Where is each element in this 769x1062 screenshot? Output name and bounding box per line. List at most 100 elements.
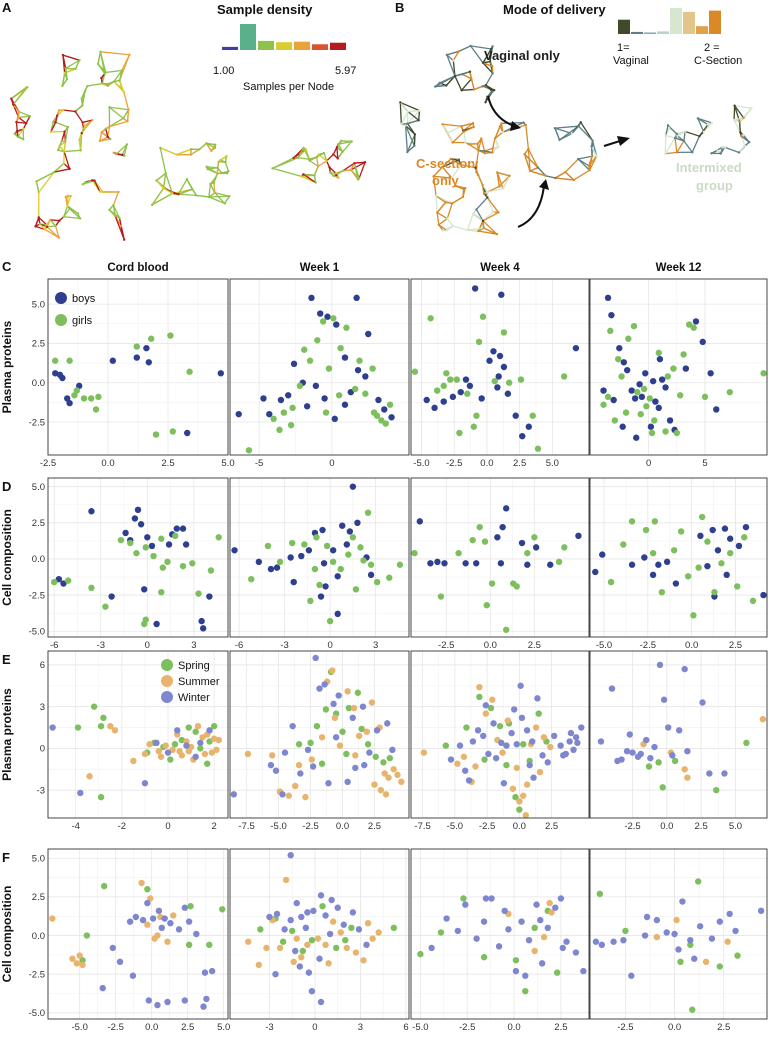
point-boys (285, 392, 292, 399)
network-node (457, 158, 460, 161)
network-edge (87, 82, 103, 87)
point-boys (52, 370, 59, 377)
point-spring (535, 710, 542, 717)
point-boys (610, 396, 617, 404)
point-winter (485, 750, 492, 758)
network-node (83, 124, 86, 128)
point-winter (537, 916, 544, 924)
point-winter (461, 767, 469, 774)
network-node (570, 132, 574, 135)
network-node (445, 229, 449, 232)
point-winter (154, 1001, 161, 1009)
network-node (553, 126, 557, 130)
point-winter (361, 761, 368, 769)
point-spring (480, 953, 488, 961)
point-girls (664, 373, 671, 380)
network-edge (406, 134, 416, 153)
point-winter (344, 778, 351, 786)
network-edge (487, 187, 504, 193)
point-winter (473, 935, 480, 942)
point-spring (516, 806, 523, 813)
network-edge (350, 161, 366, 171)
network-edge (309, 156, 317, 162)
point-boys (649, 571, 657, 579)
x-tick-label: -5.0 (412, 1022, 428, 1033)
point-winter (164, 998, 171, 1006)
point-winter (544, 924, 551, 932)
network-edge (436, 201, 447, 214)
x-tick-label: 0.0 (513, 821, 526, 832)
point-girls (245, 447, 253, 454)
point-boys (499, 523, 506, 531)
point-girls (760, 370, 767, 377)
point-summer (472, 763, 479, 770)
network-node (462, 188, 465, 191)
point-winter (167, 919, 174, 927)
x-tick-label: 0.0 (507, 1022, 520, 1033)
point-spring (279, 938, 287, 945)
network-edge (214, 192, 230, 197)
point-winter (330, 700, 337, 708)
point-girls (127, 539, 134, 547)
point-winter (359, 703, 367, 710)
network-node (60, 139, 64, 142)
network-edge (482, 211, 499, 222)
point-summer (268, 752, 276, 759)
point-summer (130, 757, 137, 765)
x-tick-label: -5.0 (596, 640, 612, 651)
point-summer (390, 766, 397, 773)
point-summer (329, 667, 336, 674)
column-title: Week 4 (480, 262, 520, 274)
column-title: Cord blood (107, 262, 168, 274)
network-node (49, 218, 52, 222)
network-node (742, 133, 745, 137)
point-winter (665, 724, 672, 731)
point-boys (333, 321, 340, 328)
point-winter (557, 742, 564, 749)
point-spring (354, 689, 362, 696)
point-spring (487, 704, 495, 712)
arrows (487, 95, 621, 228)
network-edge (313, 166, 319, 176)
point-boys (354, 366, 362, 374)
network-node (434, 85, 437, 88)
network-node (739, 131, 742, 134)
point-girls (648, 429, 656, 437)
point-winter (287, 851, 294, 859)
network-node (213, 177, 217, 180)
y-tick-label: -2.5 (29, 417, 45, 428)
network-node (62, 215, 65, 218)
point-girls (651, 518, 659, 525)
point-girls (335, 392, 343, 399)
scatter-D-2: -2.5 0.0 2.5 (410, 477, 590, 651)
network-node (108, 106, 111, 109)
point-boys (631, 395, 639, 402)
point-girls (726, 549, 734, 557)
panel-border (589, 650, 768, 819)
point-spring (192, 728, 199, 735)
network-node (64, 195, 67, 199)
point-boys (165, 541, 173, 548)
point-spring (372, 753, 379, 760)
network-edge (25, 115, 31, 124)
point-boys (324, 313, 331, 320)
network-node (10, 97, 13, 100)
row-ylabel: Plasma proteins (0, 320, 14, 413)
point-winter (563, 938, 570, 945)
point-spring (442, 742, 450, 749)
network-edge (451, 177, 457, 187)
network-node (209, 182, 212, 186)
network-edge (527, 148, 531, 172)
point-winter (681, 665, 688, 673)
point-winter (620, 936, 627, 944)
point-girls (642, 526, 650, 534)
point-spring (677, 958, 684, 966)
point-winter (490, 720, 497, 727)
network-node (80, 97, 83, 100)
point-summer (532, 724, 540, 731)
point-boys (462, 560, 469, 567)
x-tick-label: -3 (280, 640, 288, 651)
point-summer (146, 741, 153, 748)
point-winter (641, 932, 649, 939)
